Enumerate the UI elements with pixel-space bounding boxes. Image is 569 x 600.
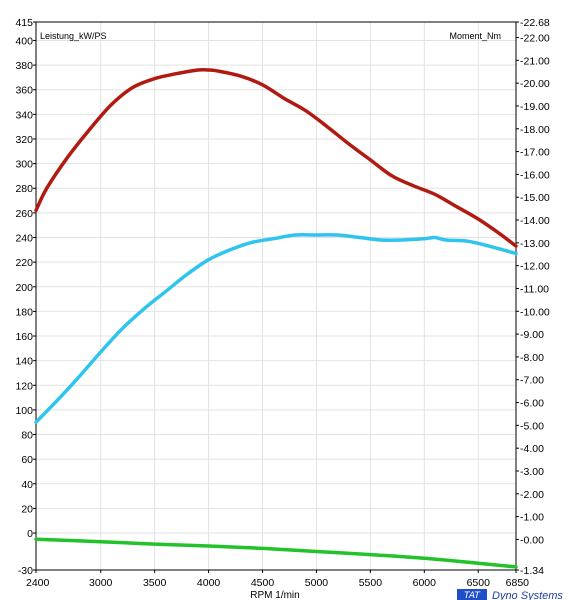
x-tick-label: 5000 [305,577,329,589]
x-tick-label: 4000 [197,577,221,589]
left-tick-label: 300 [15,159,33,171]
right-tick-label: -0.00 [520,534,544,546]
left-tick-label: 160 [15,331,33,343]
left-tick-label: 220 [15,257,33,269]
left-tick-label: 280 [15,183,33,195]
brand-text: Dyno Systems [492,590,563,600]
left-tick-label: 100 [15,405,33,417]
brand-logo-text: TAT [464,591,481,600]
right-tick-label: -3.00 [520,466,544,478]
series-group [34,67,518,569]
x-tick-label: 6850 [506,577,530,589]
right-tick-label: -22.68 [520,17,550,29]
right-tick-label: -1.34 [520,565,544,577]
left-axis-label: Leistung_kW/PS [40,31,107,41]
left-tick-label: -30 [18,565,33,577]
plot-border [35,21,517,571]
x-tick-label: 6000 [413,577,437,589]
right-tick-label: -18.00 [520,124,550,136]
x-axis-label: RPM 1/min [250,590,299,600]
x-tick-label: 3500 [143,577,167,589]
left-tick-label: 200 [15,282,33,294]
right-tick-label: -1.00 [520,512,544,524]
x-tick-label: 2400 [26,577,50,589]
right-tick-label: -5.00 [520,420,544,432]
series-line-3 [34,537,518,569]
left-tick-label: 20 [21,503,33,515]
right-tick-label: -2.00 [520,489,544,501]
x-tick-label: 4500 [251,577,275,589]
left-tick-label: 240 [15,233,33,245]
left-tick-label: 260 [15,208,33,220]
right-tick-label: -12.00 [520,261,550,273]
x-tick-label: 6500 [467,577,491,589]
right-tick-label: -17.00 [520,147,550,159]
right-tick-label: -10.00 [520,306,550,318]
left-tick-label: 140 [15,356,33,368]
right-tick-label: -6.00 [520,398,544,410]
left-tick-label: 360 [15,85,33,97]
left-tick-label: 340 [15,109,33,121]
right-tick-label: -7.00 [520,375,544,387]
left-tick-label: 0 [27,528,33,540]
left-tick-label: 380 [15,60,33,72]
left-tick-label: 320 [15,134,33,146]
right-tick-label: -21.00 [520,55,550,67]
right-axis-ticks: -22.68 -22.00 -21.00 -20.00 -19.00 -18.00 -17.… [516,17,550,577]
right-tick-label: -11.00 [520,283,549,295]
right-tick-label: -8.00 [520,352,544,364]
grid-lines [35,21,517,571]
left-tick-label: 40 [21,479,33,491]
x-tick-label: 3000 [89,577,113,589]
series-line-1 [34,67,518,248]
left-tick-label: 180 [15,306,33,318]
plot-frame [35,21,517,571]
right-tick-label: -20.00 [520,78,550,90]
left-axis-ticks: 4154003803603403203002802602402202001801… [15,17,36,577]
right-tick-label: -19.00 [520,101,550,113]
left-tick-label: 400 [15,35,33,47]
left-tick-label: 60 [21,454,33,466]
left-tick-label: 415 [15,17,33,29]
brand-logo: TAT Dyno Systems [457,589,563,600]
right-tick-label: -16.00 [520,169,550,181]
right-tick-label: -9.00 [520,329,544,341]
series-line-2 [34,232,518,424]
right-tick-label: -4.00 [520,443,544,455]
brand-logo-box [457,589,487,600]
right-tick-label: -14.00 [520,215,550,227]
left-tick-label: 80 [21,430,33,442]
right-tick-label: -15.00 [520,192,550,204]
left-tick-label: 120 [15,380,33,392]
right-axis-label: Moment_Nm [449,31,501,41]
right-tick-label: -13.00 [520,238,550,250]
x-axis-ticks: 2400 3000 3500 4000 4500 5000 5500 6000 6500 6850 [26,570,529,589]
right-tick-label: -22.00 [520,33,550,45]
x-tick-label: 5500 [359,577,383,589]
